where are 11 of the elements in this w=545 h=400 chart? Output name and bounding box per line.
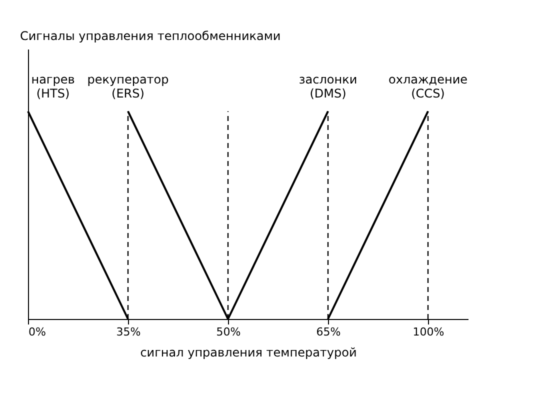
x-tick-label: 65% (316, 326, 341, 338)
x-axis-title: сигнал управления температурой (140, 346, 357, 360)
text: охлаждение (CCS) (388, 72, 468, 100)
x-tick-label: 35% (116, 326, 141, 338)
x-tick-label: 50% (216, 326, 241, 338)
text: Сигналы управления теплообменниками (20, 29, 281, 43)
series-label: нагрев (HTS) (31, 72, 75, 100)
text: рекуператор (ERS) (87, 72, 169, 100)
x-tick-label: 100% (412, 326, 444, 338)
text: заслонки (DMS) (298, 72, 358, 100)
x-tick-label: 0% (28, 326, 46, 338)
